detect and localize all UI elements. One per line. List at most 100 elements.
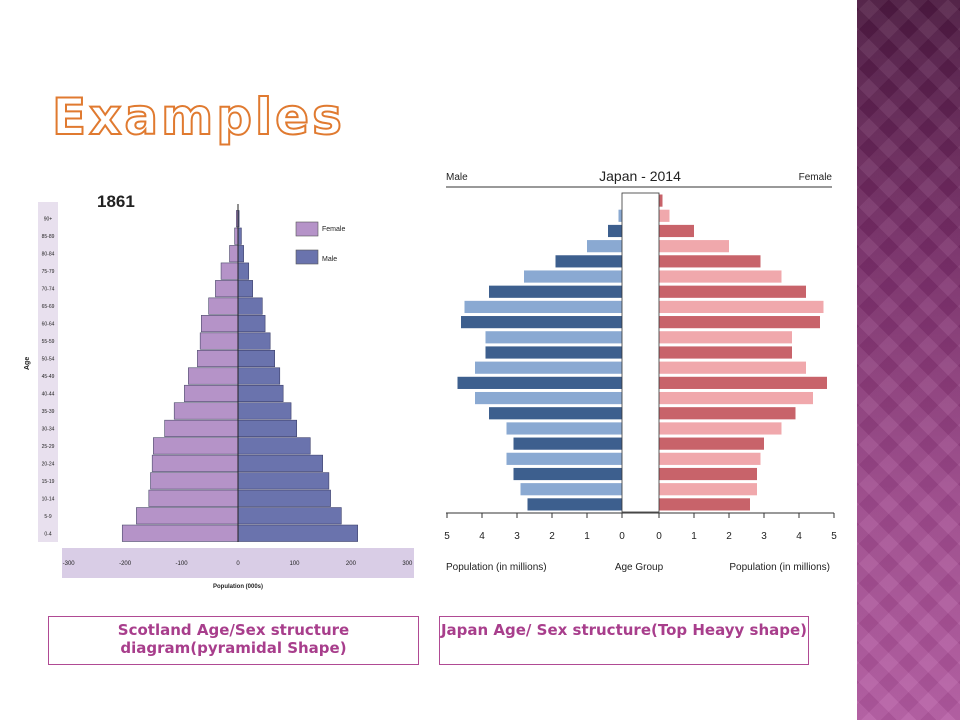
bar-female-85-89 [234,227,239,245]
bar-female-65-69 [208,297,239,315]
bar-male-40 - 44 [457,376,622,389]
age-label-15-19: 15-19 [42,479,55,485]
scotland-chart-title: 1861 [97,192,135,211]
bar-female-90 - 94 [659,224,694,238]
bar-male-60 - 64 [461,316,622,329]
age-label-5-9: 5-9 [44,514,51,520]
bar-male-85-89 [237,227,242,245]
bar-female-75-79 [220,262,239,280]
bar-female-10 - 14 [659,467,757,481]
x-tick-left-2: 2 [549,531,555,542]
bar-female-80 - 84 [659,255,761,268]
japan-caption: Japan Age/ Sex structure(Top Heayy shape… [439,616,809,665]
bar-female-70-74 [215,280,239,298]
bar-male-20-24 [237,454,323,472]
bar-male-30-34 [237,419,298,437]
x-tick-left-4: 4 [479,531,485,542]
japan-male-label: Male [446,172,468,183]
bar-male-10-14 [237,489,331,507]
bar-male-15 - 19 [506,452,622,465]
bar-male-30 - 34 [489,407,622,420]
bar-male-45-49 [237,367,281,385]
age-label-10-14: 10-14 [42,496,55,502]
bar-male-25 - 29 [506,422,622,435]
bar-female-85 - 89 [659,240,729,253]
bar-male-40-44 [237,384,284,403]
bar-male-5 - 9 [520,483,622,496]
x-tick-right-0: 0 [656,531,662,542]
bar-female-65 - 69 [659,300,824,314]
bar-female-55-59 [199,332,239,350]
y-axis-band [38,202,58,542]
bar-male-0-4 [237,524,358,542]
bar-female-30 - 34 [659,407,796,420]
legend-label-female: Female [322,226,345,233]
x-tick-left-3: 3 [514,531,520,542]
bar-female-80-84 [229,245,239,263]
age-label-60-64: 60-64 [42,322,55,328]
age-group-column [621,192,660,513]
bar-male-85 - 89 [587,240,622,253]
legend-swatch-female [295,221,319,237]
bar-female-15-19 [150,472,239,490]
bar-male-20 - 24 [513,437,622,450]
bar-male-65 - 69 [464,300,622,314]
bar-female-35-39 [173,402,239,420]
bar-male-55-59 [237,332,271,350]
bar-female-60-64 [201,315,239,333]
bar-male-70-74 [237,280,253,298]
x-tick-right-2: 2 [726,531,732,542]
bar-female-40 - 44 [659,376,827,389]
bar-female-5-9 [136,507,239,525]
x-tick-300: 300 [402,561,413,567]
bar-male-55 - 59 [485,331,622,344]
x-tick--100: -100 [176,561,189,567]
scotland-pyramid-chart: 0-4 5-9 10-14 15-19 20-24 25-29 30-34 35-39 40-4… [24,192,414,590]
age-label-55-59: 55-59 [42,339,55,345]
bar-female-25 - 29 [659,422,782,435]
scotland-caption: Scotland Age/Sex structure diagram(pyram… [48,616,419,665]
age-label-65-69: 65-69 [42,304,55,310]
japan-pyramid-chart: Male Japan - 2014 Female 0 - 45 - 910 - … [440,158,845,580]
scotland-y-axis-label: Age [24,357,31,370]
bar-male-5-9 [237,507,342,525]
bar-female-100+ [659,194,663,207]
bar-female-0-4 [121,524,239,542]
bar-male-35 - 39 [475,391,622,405]
bar-female-60 - 64 [659,316,820,329]
age-label-45-49: 45-49 [42,374,55,380]
bar-male-80 - 84 [555,255,622,268]
age-label-30-34: 30-34 [42,426,55,432]
x-tick-right-3: 3 [761,531,767,542]
bar-female-30-34 [164,419,239,437]
legend-label-male: Male [322,256,337,263]
bar-male-0 - 4 [527,498,622,511]
x-tick--200: -200 [119,561,132,567]
x-tick--300: -300 [63,561,76,567]
bar-female-95 - 99 [659,209,670,222]
bar-female-55 - 59 [659,331,792,344]
x-tick-0: 0 [236,561,240,567]
scotland-legend: Female Male [295,221,345,265]
bar-male-15-19 [237,472,330,490]
bar-male-80-84 [237,245,244,263]
bar-female-35 - 39 [659,391,813,405]
x-tick-right-5: 5 [831,531,837,542]
bar-female-10-14 [148,489,239,507]
bar-male-10 - 14 [513,467,622,481]
age-label-20-24: 20-24 [42,461,55,467]
bar-female-70 - 74 [659,285,806,298]
bar-female-50 - 54 [659,346,792,359]
age-label-50-54: 50-54 [42,357,55,363]
bar-female-25-29 [153,437,239,455]
bar-male-60-64 [237,315,266,333]
age-label-80-84: 80-84 [42,252,55,258]
age-label-70-74: 70-74 [42,287,55,293]
bar-female-45 - 49 [659,361,806,374]
age-label-85-89: 85-89 [42,234,55,240]
japan-center-x-axis-label: Age Group [615,562,664,573]
japan-left-x-axis-label: Population (in millions) [446,562,547,573]
japan-female-label: Female [799,172,833,183]
x-tick-left-5: 5 [444,531,450,542]
age-label-35-39: 35-39 [42,409,55,415]
